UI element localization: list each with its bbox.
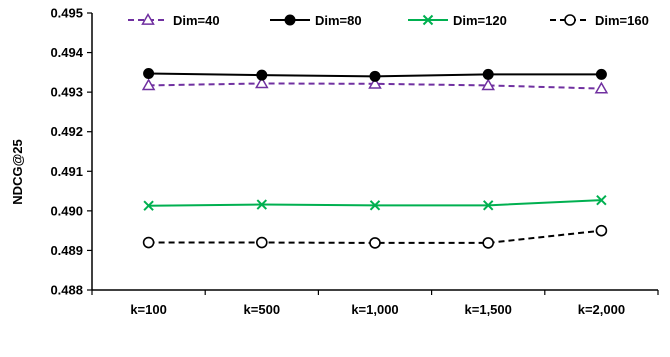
data-point (256, 69, 268, 81)
series-dim-160 (142, 224, 608, 249)
y-tick-label: 0.492 (50, 124, 83, 139)
legend: Dim=40 Dim=80 Dim=120 Dim=160 (128, 12, 649, 28)
legend-entry: Dim=80 (270, 13, 362, 28)
y-tick-label: 0.488 (50, 283, 83, 298)
legend-marker (284, 14, 296, 26)
data-point (482, 200, 494, 211)
axes (87, 12, 659, 295)
data-point (256, 199, 268, 210)
legend-entry: Dim=160 (550, 13, 649, 28)
data-point (481, 78, 495, 91)
data-point (595, 224, 608, 237)
y-axis-label: NDCG@25 (10, 139, 25, 204)
legend-marker (141, 12, 155, 25)
y-tick-label: 0.490 (50, 203, 83, 218)
series-dim-80 (143, 68, 607, 82)
data-point (482, 68, 494, 80)
data-point (142, 236, 155, 249)
x-tick-label: k=500 (244, 302, 281, 317)
data-point (255, 76, 269, 89)
legend-marker (422, 14, 434, 26)
data-point (596, 194, 607, 206)
legend-label: Dim=160 (595, 13, 649, 28)
tick-labels: 0.488 0.489 0.490 0.491 0.492 0.493 0.494 0.495… (50, 6, 625, 318)
data-point (369, 200, 381, 211)
legend-entry: Dim=40 (128, 12, 220, 28)
series-lines (141, 68, 609, 249)
data-point (255, 236, 268, 249)
x-tick-label: k=2,000 (578, 302, 625, 317)
series-line (148, 229, 602, 244)
series-dim-40 (141, 76, 609, 94)
y-tick-label: 0.489 (50, 243, 83, 258)
legend-label: Dim=40 (173, 13, 220, 28)
data-point (594, 81, 609, 94)
data-point (368, 76, 382, 89)
legend-marker (564, 14, 576, 26)
y-tick-label: 0.494 (50, 45, 83, 60)
series-line (148, 82, 602, 90)
data-point (369, 237, 381, 249)
data-point (482, 237, 495, 249)
y-tick-label: 0.491 (50, 164, 83, 179)
y-tick-label: 0.495 (50, 6, 83, 21)
data-point (143, 68, 155, 80)
x-tick-label: k=100 (130, 302, 167, 317)
data-point (141, 78, 156, 91)
legend-label: Dim=80 (315, 13, 362, 28)
data-point (369, 70, 381, 82)
x-tick-label: k=1,500 (465, 302, 512, 317)
y-tick-label: 0.493 (50, 85, 83, 100)
legend-entry: Dim=120 (408, 13, 507, 28)
x-tick-label: k=1,000 (351, 302, 398, 317)
series-dim-120 (143, 194, 607, 211)
legend-label: Dim=120 (453, 13, 507, 28)
data-point (595, 68, 607, 80)
data-point (143, 200, 154, 211)
